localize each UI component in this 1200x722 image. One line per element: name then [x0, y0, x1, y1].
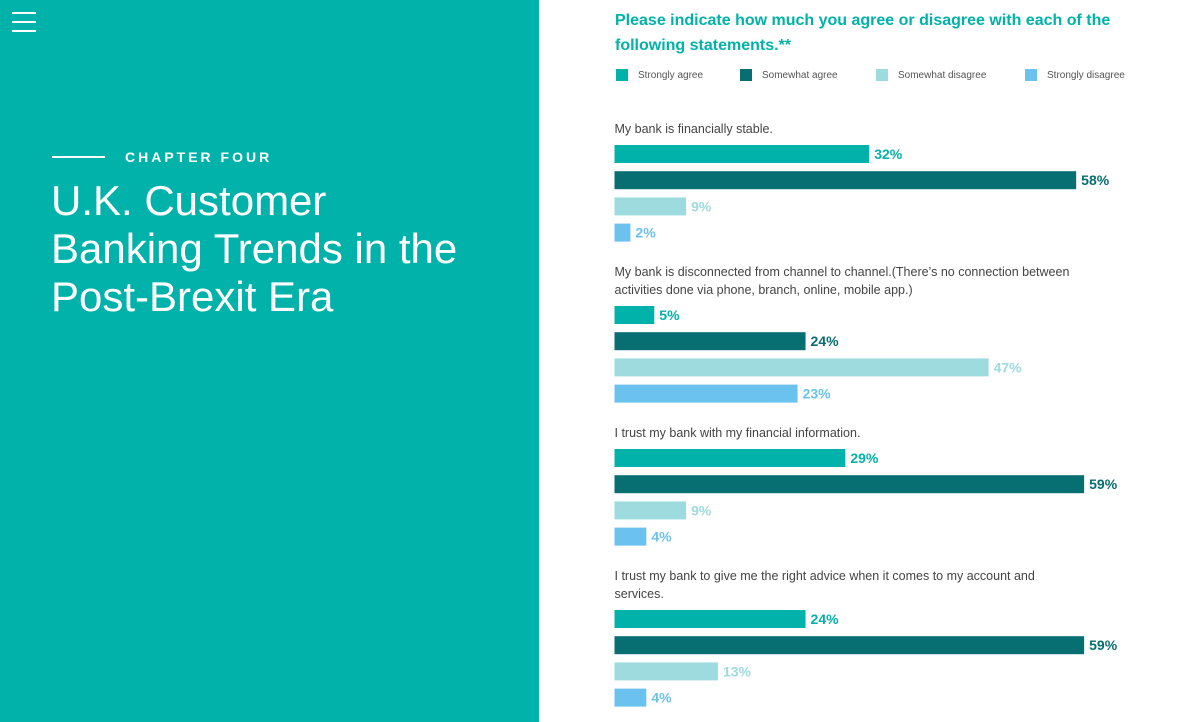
bar-value-label: 24%: [811, 611, 840, 627]
bar: [614, 171, 1077, 190]
legend-item-somewhat-agree: Somewhat agree: [740, 68, 838, 82]
bar: [614, 449, 846, 467]
page-title: U.K. Customer Banking Trends in the Post…: [51, 177, 458, 320]
bar: [614, 332, 806, 351]
bar-value-label: 23%: [803, 386, 832, 402]
legend-label: Strongly agree: [638, 69, 704, 81]
statement-label: I trust my bank with my financial inform…: [615, 426, 861, 440]
legend-item-somewhat-disagree: Somewhat disagree: [876, 68, 986, 82]
bar-value-label: 29%: [850, 450, 879, 466]
statement-label: I trust my bank to give me the right adv…: [615, 569, 1035, 601]
bar-value-label: 2%: [635, 225, 656, 241]
chapter-heading: CHAPTER FOUR: [52, 147, 272, 167]
bar: [614, 662, 718, 681]
bar: [614, 636, 1085, 655]
chapter-divider: [52, 156, 105, 158]
bar-value-label: 59%: [1089, 476, 1118, 492]
bar-value-label: 24%: [811, 333, 840, 349]
bar: [614, 688, 647, 707]
statement-label: My bank is disconnected from channel to …: [615, 265, 1070, 297]
chapter-sidebar: CHAPTER FOUR U.K. Customer Banking Trend…: [0, 0, 539, 722]
bar: [614, 223, 631, 242]
bar-value-label: 5%: [659, 307, 680, 323]
bar-value-label: 47%: [994, 359, 1023, 375]
bar: [614, 610, 806, 628]
bar-value-label: 9%: [691, 502, 712, 518]
bar: [614, 501, 687, 520]
bar: [614, 384, 798, 403]
legend-label: Somewhat agree: [762, 69, 838, 81]
bar: [614, 197, 687, 216]
chart-title: Please indicate how much you agree or di…: [615, 12, 1111, 54]
chart-legend: Strongly agree Somewhat agree Somewhat d…: [616, 68, 1176, 84]
legend-item-strongly-agree: Strongly agree: [616, 68, 703, 82]
bar-value-label: 58%: [1081, 172, 1110, 188]
bar: [614, 306, 655, 324]
bar: [614, 527, 647, 546]
legend-swatch: [1025, 69, 1037, 81]
legend-swatch: [616, 69, 628, 81]
bar-value-label: 32%: [874, 146, 903, 162]
chapter-label: CHAPTER FOUR: [125, 149, 273, 165]
legend-label: Somewhat disagree: [898, 69, 987, 81]
bar: [614, 358, 989, 377]
bar-value-label: 13%: [723, 663, 752, 679]
legend-swatch: [876, 69, 888, 81]
bar-value-label: 59%: [1089, 637, 1118, 653]
statement-label: My bank is financially stable.: [615, 122, 773, 136]
bar-value-label: 9%: [691, 198, 712, 214]
legend-item-strongly-disagree: Strongly disagree: [1025, 68, 1125, 82]
bar-value-label: 4%: [651, 529, 672, 545]
legend-label: Strongly disagree: [1047, 69, 1125, 81]
bar-chart: My bank is financially stable. 32% 58% 9% 2%…: [614, 122, 1118, 707]
chart-panel: Please indicate how much you agree or di…: [539, 0, 1200, 722]
bar-value-label: 4%: [651, 690, 672, 706]
bar: [614, 475, 1085, 494]
menu-icon[interactable]: [12, 12, 36, 32]
bar: [614, 145, 870, 163]
legend-swatch: [740, 69, 752, 81]
